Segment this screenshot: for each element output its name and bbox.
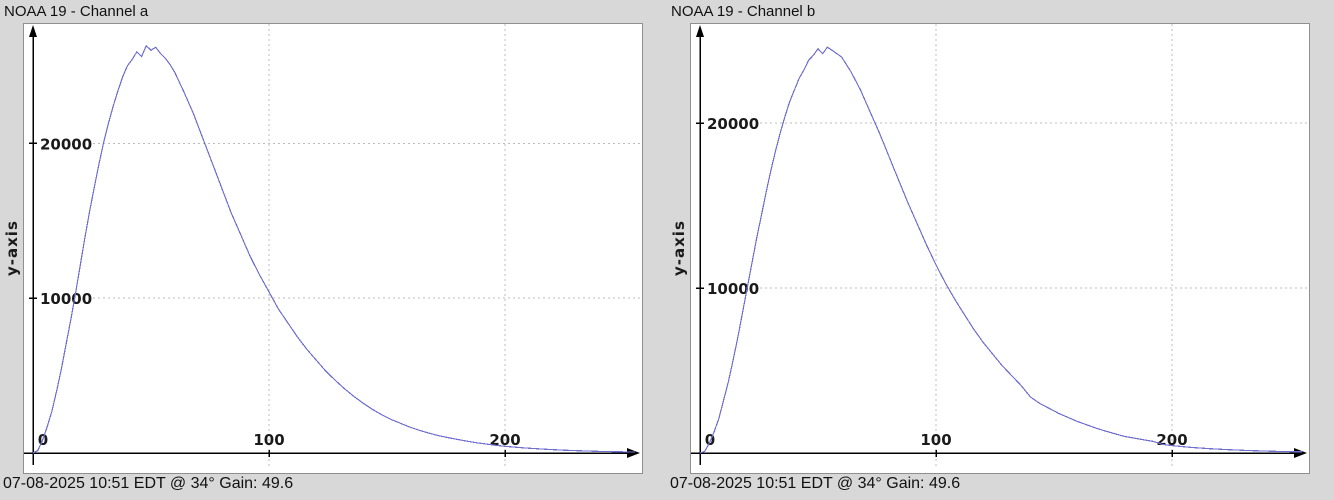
x-tick-label: 200 bbox=[489, 431, 520, 449]
y-tick-label: 10000 bbox=[707, 280, 759, 298]
plot-area-channel-b: 10000 20000 0 100 200 bbox=[690, 23, 1310, 474]
y-tick-label-backing bbox=[705, 114, 759, 131]
plot-title-channel-b: NOAA 19 - Channel b bbox=[671, 3, 816, 20]
histogram-curve bbox=[32, 44, 635, 454]
y-axis-arrow bbox=[29, 25, 37, 37]
y-axis-label: y-axis bbox=[3, 220, 21, 277]
y-tick-label-backing bbox=[705, 279, 759, 296]
histogram-panel-channel-b: NOAA 19 - Channel b y-axis 10000 20000 0 10… bbox=[667, 0, 1334, 500]
y-tick-label: 10000 bbox=[40, 290, 92, 308]
x-tick-label: 100 bbox=[920, 431, 951, 449]
x-tick-label: 0 bbox=[705, 431, 715, 449]
x-axis-arrow bbox=[1294, 448, 1307, 458]
plot-title-channel-a: NOAA 19 - Channel a bbox=[4, 3, 149, 20]
histogram-curve bbox=[699, 46, 1302, 454]
y-tick-label-backing bbox=[38, 289, 92, 307]
y-tick-label-backing bbox=[38, 134, 92, 152]
status-line-channel-a: 07-08-2025 10:51 EDT @ 34° Gain: 49.6 bbox=[3, 475, 294, 492]
histogram-panel-channel-a: NOAA 19 - Channel a y-axis 10000 20000 0 10… bbox=[3, 3, 643, 492]
status-line-channel-b: 07-08-2025 10:51 EDT @ 34° Gain: 49.6 bbox=[670, 475, 961, 492]
y-axis-label: y-axis bbox=[670, 220, 688, 277]
x-axis-arrow bbox=[627, 448, 640, 458]
y-tick-label: 20000 bbox=[707, 115, 759, 133]
y-tick-label: 20000 bbox=[40, 135, 92, 153]
y-axis-arrow bbox=[696, 25, 704, 37]
x-tick-label: 100 bbox=[253, 431, 284, 449]
plot-area-channel-a: 10000 20000 0 100 200 bbox=[23, 23, 643, 474]
